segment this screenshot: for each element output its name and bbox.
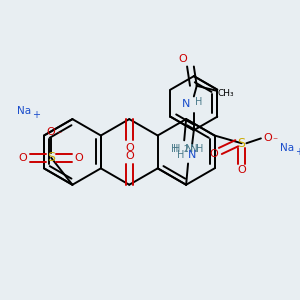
Text: H: H bbox=[177, 150, 184, 160]
Text: S: S bbox=[47, 151, 55, 164]
Text: O: O bbox=[47, 127, 56, 137]
Text: +: + bbox=[32, 110, 40, 120]
Text: H: H bbox=[173, 144, 180, 154]
Text: O: O bbox=[179, 54, 188, 64]
Text: 2: 2 bbox=[184, 145, 188, 154]
Text: H: H bbox=[195, 97, 202, 107]
Text: ⁻: ⁻ bbox=[272, 136, 277, 146]
Text: O: O bbox=[19, 153, 28, 163]
Text: N: N bbox=[185, 144, 193, 154]
Text: O: O bbox=[125, 143, 134, 153]
Text: O: O bbox=[209, 149, 218, 159]
Text: H: H bbox=[171, 144, 178, 154]
Text: N: N bbox=[190, 144, 198, 154]
Text: H: H bbox=[196, 144, 203, 154]
Text: ⁻: ⁻ bbox=[56, 130, 61, 140]
Text: O: O bbox=[263, 134, 272, 143]
Text: CH₃: CH₃ bbox=[218, 89, 234, 98]
Text: Na: Na bbox=[280, 143, 294, 153]
Text: N: N bbox=[182, 99, 190, 109]
Text: S: S bbox=[238, 137, 246, 150]
Text: O: O bbox=[237, 165, 246, 175]
Text: +: + bbox=[295, 147, 300, 157]
Text: Na: Na bbox=[17, 106, 31, 116]
Text: O: O bbox=[125, 151, 134, 161]
Text: N: N bbox=[188, 150, 196, 160]
Text: O: O bbox=[75, 153, 83, 163]
